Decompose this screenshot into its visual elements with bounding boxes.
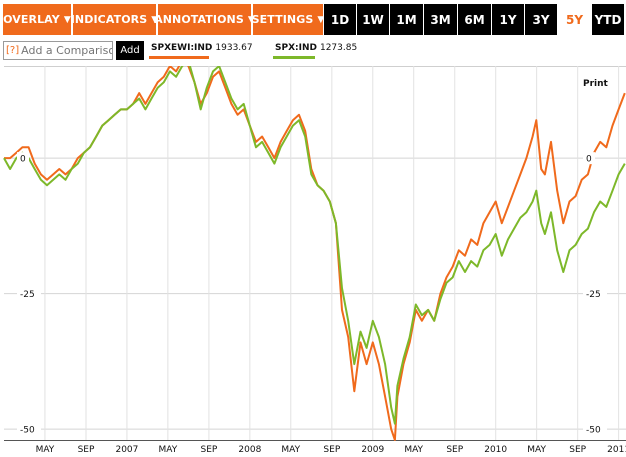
y-tick-label-bg xyxy=(583,152,595,165)
overlay-menu-button[interactable]: OVERLAY ▼ xyxy=(3,4,71,35)
y-tick-label-bg xyxy=(583,423,607,436)
y-tick-left: -25 xyxy=(17,287,41,300)
x-tick-label: 2008 xyxy=(238,445,261,455)
x-tick-label: SEP xyxy=(323,445,340,455)
range-3m-button[interactable]: 3M xyxy=(424,4,457,35)
y-tick-label-bg xyxy=(17,423,41,436)
x-tick-label: MAY xyxy=(527,445,546,455)
legend-spx-swatch xyxy=(273,56,315,59)
chart-toolbar: OVERLAY ▼ INDICATORS ▼ ANNOTATIONS ▼ SETTIN… xyxy=(0,0,626,37)
indicators-menu-button[interactable]: INDICATORS ▼ xyxy=(70,4,159,35)
y-tick-label: -25 xyxy=(586,290,601,300)
y-tick-label-bg xyxy=(17,152,29,165)
caret-down-icon: ▼ xyxy=(317,14,325,25)
series-line-spxewi xyxy=(4,66,626,441)
annotations-menu-button[interactable]: ANNOTATIONS ▼ xyxy=(154,4,255,35)
settings-menu-button[interactable]: SETTINGS ▼ xyxy=(251,4,325,35)
overlay-label: OVERLAY xyxy=(3,13,60,26)
legend-spxewi-name: SPXEWI:IND xyxy=(151,43,213,53)
legend-spx: SPX:IND 1273.85 xyxy=(275,43,357,53)
y-tick-label: -25 xyxy=(20,290,35,300)
indicators-label: INDICATORS xyxy=(70,13,148,26)
y-tick-right: -50 xyxy=(583,423,607,436)
legend-spxewi-swatch xyxy=(149,56,209,59)
legend-spx-name: SPX:IND xyxy=(275,43,317,53)
legend-spxewi: SPXEWI:IND 1933.67 xyxy=(151,43,253,53)
range-1d-button[interactable]: 1D xyxy=(324,4,356,35)
x-tick-label: MAY xyxy=(281,445,300,455)
caret-down-icon: ▼ xyxy=(247,14,255,25)
range-6m-button[interactable]: 6M xyxy=(458,4,491,35)
legend-spxewi-value: 1933.67 xyxy=(215,43,253,53)
add-comparison-button[interactable]: Add xyxy=(116,41,144,60)
y-tick-label-bg xyxy=(17,287,41,300)
x-tick-label: MAY xyxy=(36,445,55,455)
range-3y-button[interactable]: 3Y xyxy=(525,4,557,35)
y-tick-label: -50 xyxy=(586,426,601,436)
y-tick-right: 0 xyxy=(583,152,595,165)
x-tick-label: SEP xyxy=(78,445,95,455)
x-tick-label: SEP xyxy=(201,445,218,455)
series-line-spx xyxy=(3,66,626,425)
x-tick-label: MAY xyxy=(404,445,423,455)
range-ytd-button[interactable]: YTD xyxy=(592,4,624,35)
range-1m-button[interactable]: 1M xyxy=(390,4,423,35)
annotations-label: ANNOTATIONS xyxy=(154,13,244,26)
x-tick-label: SEP xyxy=(446,445,463,455)
y-tick-label-bg xyxy=(583,287,607,300)
x-tick-label: 2011 xyxy=(607,445,626,455)
caret-down-icon: ▼ xyxy=(63,14,71,25)
caret-down-icon: ▼ xyxy=(151,14,159,25)
range-1w-button[interactable]: 1W xyxy=(357,4,389,35)
x-tick-label: 2010 xyxy=(484,445,507,455)
settings-label: SETTINGS xyxy=(251,13,314,26)
x-tick-label: 2007 xyxy=(115,445,138,455)
y-tick-label: 0 xyxy=(586,155,592,165)
y-tick-left: 0 xyxy=(17,152,29,165)
compare-box: [?] xyxy=(3,41,113,60)
x-tick-label: SEP xyxy=(569,445,586,455)
x-tick-label: 2009 xyxy=(361,445,384,455)
y-tick-label: -50 xyxy=(20,426,35,436)
range-5y-button[interactable]: 5Y xyxy=(558,4,591,35)
compare-input[interactable] xyxy=(19,44,112,57)
print-link[interactable]: Print xyxy=(583,79,608,89)
y-tick-label: 0 xyxy=(20,155,26,165)
legend-spx-value: 1273.85 xyxy=(319,43,358,53)
y-tick-right: -25 xyxy=(583,287,607,300)
range-1y-button[interactable]: 1Y xyxy=(492,4,524,35)
x-tick-label: MAY xyxy=(158,445,177,455)
help-icon[interactable]: [?] xyxy=(6,45,20,56)
y-tick-left: -50 xyxy=(17,423,41,436)
